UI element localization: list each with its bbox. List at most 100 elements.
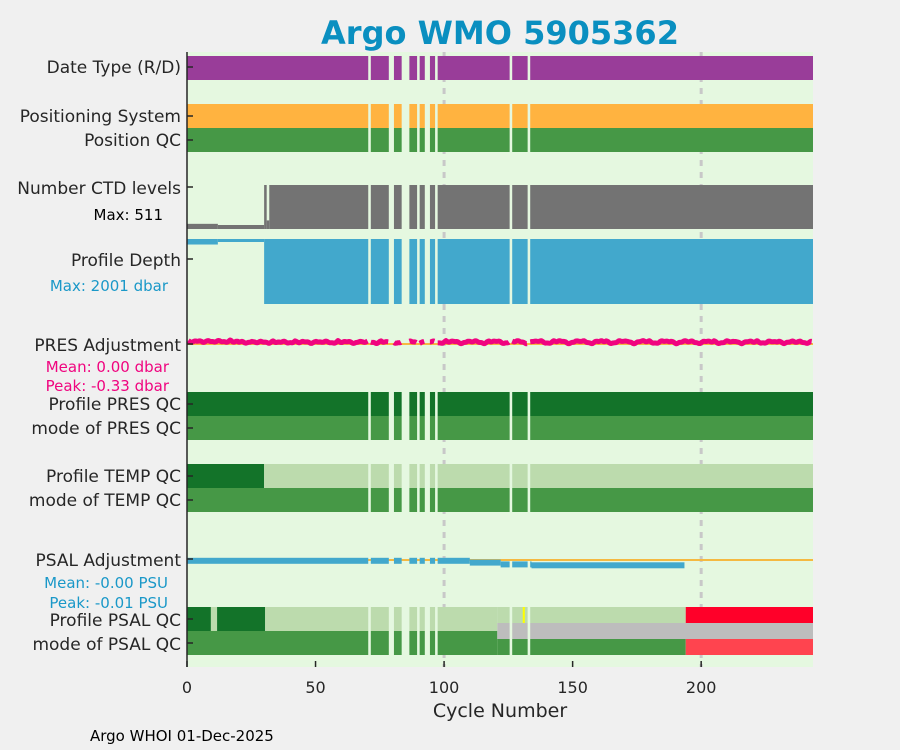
profile-pres-qc-bar: [370, 392, 389, 416]
psal-adjustment-bar: [530, 561, 532, 568]
profile-temp-qc-bar: [187, 464, 265, 488]
profile-temp-qc-bar: [409, 464, 418, 488]
profile-psal-qc-bar: [409, 607, 418, 631]
psal-adjustment-bar: [419, 557, 425, 564]
label-positioning-system: Positioning System: [20, 107, 181, 127]
psal-adjustment-bar: [393, 557, 402, 564]
mode-temp-qc-bar: [370, 488, 389, 512]
position-qc-bar: [512, 128, 528, 152]
psal-adjustment-bar: [469, 559, 501, 566]
profile-temp-qc-bar: [419, 464, 425, 488]
profile-psal-qc-bar: [685, 607, 813, 623]
mode-pres-qc-bar: [187, 416, 369, 440]
label-psal-adjustment: PSAL Adjustment: [36, 551, 182, 571]
ctd-levels-bar: [269, 185, 369, 229]
profile-depth-bar: [512, 239, 528, 304]
date-type-bar: [409, 56, 418, 80]
positioning-system-bar: [393, 104, 402, 128]
position-qc-bar: [419, 128, 425, 152]
profile-psal-qc-bar: [530, 607, 686, 623]
mode-pres-qc-bar: [512, 416, 528, 440]
date-type-bar: [429, 56, 436, 80]
ctd-levels-bar: [187, 223, 218, 229]
position-qc-bar: [530, 128, 813, 152]
mode-pres-qc-bar: [530, 416, 813, 440]
positioning-system-bar: [419, 104, 425, 128]
mode-psal-qc-bar: [429, 631, 436, 655]
profile-depth-bar: [429, 239, 436, 304]
ctd-levels-bar: [530, 185, 813, 229]
footer-credit: Argo WHOI 01-Dec-2025: [90, 727, 274, 745]
psal-adjustment-bar: [429, 557, 436, 564]
profile-depth-bar: [370, 239, 389, 304]
profile-psal-qc-bar: [497, 607, 510, 623]
x-tick-label: 150: [557, 678, 588, 697]
label-mode-psal-qc: mode of PSAL QC: [32, 635, 181, 655]
profile-pres-qc-bar: [409, 392, 418, 416]
ctd-levels-bar: [264, 185, 267, 229]
chart-title: Argo WMO 5905362: [321, 14, 679, 52]
profile-pres-qc-bar: [429, 392, 436, 416]
position-qc-bar: [409, 128, 418, 152]
note-psal-peak: Peak: -0.01 PSU: [49, 594, 168, 612]
x-axis-label: Cycle Number: [433, 700, 567, 722]
positioning-system-bar: [187, 104, 369, 128]
profile-depth-bar: [437, 239, 510, 304]
ctd-levels-bar: [512, 185, 528, 229]
profile-temp-qc-bar: [264, 464, 369, 488]
ctd-levels-bar: [429, 185, 436, 229]
positioning-system-bar: [530, 104, 813, 128]
profile-psal-qc-bar: [217, 607, 266, 631]
label-date-type: Date Type (R/D): [47, 58, 181, 78]
mode-temp-qc-bar: [187, 488, 369, 512]
ctd-levels-bar: [217, 225, 265, 229]
psal-qc-flag-mark: [522, 607, 525, 623]
position-qc-bar: [437, 128, 510, 152]
psal-qc-missing-band: [512, 623, 528, 639]
profile-psal-qc-bar: [187, 607, 211, 631]
profile-temp-qc-bar: [370, 464, 389, 488]
mode-psal-qc-bar: [497, 639, 510, 655]
profile-pres-qc-bar: [530, 392, 813, 416]
date-type-bar: [393, 56, 402, 80]
date-type-bar: [370, 56, 389, 80]
position-qc-bar: [187, 128, 369, 152]
mode-psal-qc-bar: [512, 639, 528, 655]
note-pres-peak: Peak: -0.33 dbar: [46, 377, 170, 395]
mode-pres-qc-bar: [419, 416, 425, 440]
mode-pres-qc-bar: [393, 416, 402, 440]
profile-depth-bar: [217, 239, 265, 242]
x-tick-label: 50: [305, 678, 325, 697]
psal-adjustment-bar: [512, 561, 528, 568]
date-type-bar: [419, 56, 425, 80]
note-ctd-max: Max: 511: [94, 206, 163, 224]
note-pres-mean: Mean: 0.00 dbar: [46, 358, 170, 376]
profile-temp-qc-bar: [512, 464, 528, 488]
profile-pres-qc-bar: [512, 392, 528, 416]
x-tick-label: 0: [182, 678, 192, 697]
mode-pres-qc-bar: [437, 416, 510, 440]
profile-psal-qc-bar: [393, 607, 402, 631]
pres-adjustment-line: [186, 337, 814, 347]
label-profile-depth: Profile Depth: [71, 251, 181, 271]
mode-psal-qc-bar: [393, 631, 402, 655]
mode-psal-qc-bar: [530, 639, 686, 655]
profile-temp-qc-bar: [437, 464, 510, 488]
mode-temp-qc-bar: [530, 488, 813, 512]
profile-pres-qc-bar: [393, 392, 402, 416]
label-ctd-levels: Number CTD levels: [17, 179, 181, 199]
profile-depth-bar: [409, 239, 418, 304]
ctd-levels-bar: [409, 185, 418, 229]
psal-adjustment-bar: [187, 557, 369, 564]
psal-adjustment-bar: [370, 557, 389, 564]
label-mode-temp-qc: mode of TEMP QC: [29, 491, 181, 511]
ctd-levels-bar: [437, 185, 510, 229]
note-depth-max: Max: 2001 dbar: [50, 277, 169, 295]
profile-depth-bar: [393, 239, 402, 304]
profile-psal-qc-bar: [265, 607, 369, 631]
mode-psal-qc-bar: [370, 631, 389, 655]
date-type-bar: [187, 56, 369, 80]
positioning-system-bar: [429, 104, 436, 128]
label-mode-pres-qc: mode of PRES QC: [31, 419, 181, 439]
